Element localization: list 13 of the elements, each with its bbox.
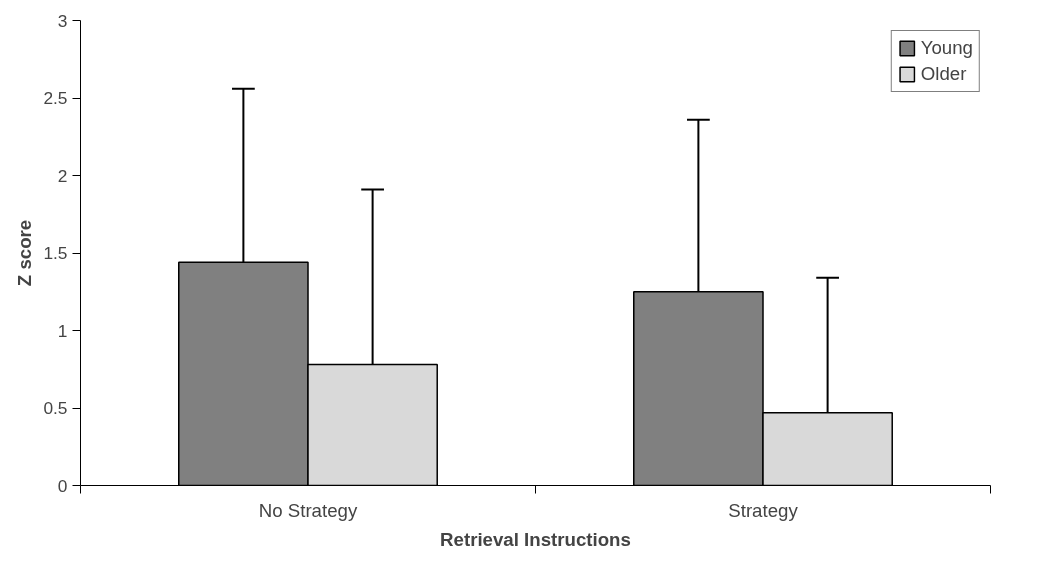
y-tick-label: 3 xyxy=(57,10,68,31)
y-tick-label: 0.5 xyxy=(43,398,68,418)
y-tick-label: 0 xyxy=(57,475,68,496)
legend-label: Young xyxy=(920,37,973,59)
x-axis-title: Retrieval Instructions xyxy=(440,528,631,550)
y-tick-label: 1.5 xyxy=(43,243,68,263)
x-tick-label: No Strategy xyxy=(258,499,358,521)
y-tick-label: 2 xyxy=(57,165,68,186)
x-tick-label: Strategy xyxy=(728,499,799,521)
legend-label: Older xyxy=(920,63,967,85)
y-tick-label: 1 xyxy=(57,320,68,341)
y-axis-title: Z score xyxy=(14,219,36,287)
y-tick-label: 2.5 xyxy=(43,88,68,108)
